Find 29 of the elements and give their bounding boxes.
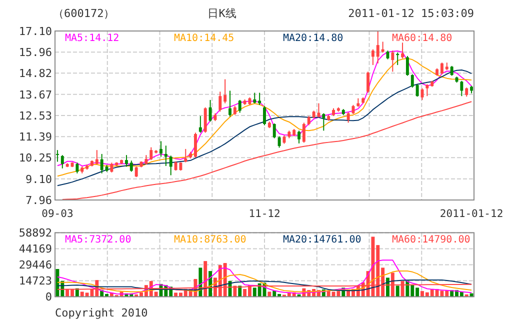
y-tick-label: 10.25 (18, 152, 52, 165)
text: MA60:14790.00 (392, 234, 470, 246)
y-tick-label: 14.82 (18, 67, 52, 80)
text: 2011-01-12 15:03:09 (348, 7, 474, 20)
text: MA10:14.45 (174, 33, 234, 44)
y-tick-label: 17.10 (18, 25, 52, 38)
text: MA20:14.80 (283, 33, 344, 44)
y-tick-label: 44169 (18, 242, 52, 256)
y-tick-label: 13.67 (18, 88, 52, 102)
y-tick-label: 0 (45, 290, 52, 304)
text: MA10:8763.00 (174, 234, 246, 246)
y-tick-label: 15.96 (18, 46, 52, 60)
x-tick-label: 2011-01-12 (440, 208, 504, 220)
y-tick-label: 7.96 (26, 194, 52, 207)
chart-subtitle: 日K线 (208, 7, 236, 20)
y-tick-label: 14723 (18, 274, 52, 288)
text: MA20:14761.00 (283, 234, 362, 246)
y-tick-label: 9.10 (26, 172, 52, 186)
text: MA60:14.80 (392, 33, 452, 44)
y-tick-label: 12.53 (18, 110, 52, 122)
y-tick-label: 29446 (18, 258, 52, 272)
y-tick-label: 58892 (18, 226, 52, 240)
text: MA5:7372.00 (65, 234, 132, 246)
text: MA5:14.12 (65, 33, 120, 44)
y-tick-label: 11.39 (18, 130, 52, 144)
x-tick-label: 11-12 (248, 208, 280, 220)
chart-title: （600172） (53, 7, 115, 20)
text: Copyright 2010 (55, 306, 148, 320)
x-tick-label: 09-03 (42, 208, 74, 220)
